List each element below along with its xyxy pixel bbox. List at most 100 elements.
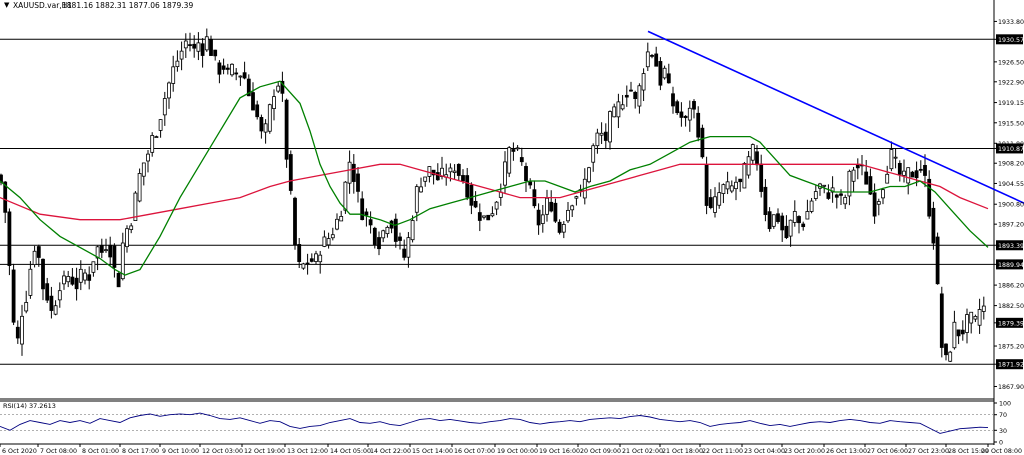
header-arrow-icon[interactable]: ▼ <box>4 1 10 9</box>
time-tick-label: 23 Oct 04:00 <box>744 448 785 455</box>
candle-body <box>650 54 654 57</box>
time-tick-label: 14 Oct 22:00 <box>370 448 411 455</box>
time-tick-label: 27 Oct 06:00 <box>867 448 908 455</box>
candle-body <box>11 269 16 323</box>
candle-body <box>125 228 129 248</box>
candle-body <box>662 67 667 79</box>
candle-body <box>948 351 953 362</box>
price-tick-label: 1897.20 <box>998 222 1024 229</box>
candle-body <box>28 268 33 296</box>
time-tick-label: 13 Oct 12:00 <box>287 448 328 455</box>
candle-body <box>574 196 579 199</box>
rsi-line <box>0 412 989 434</box>
candle-body <box>482 215 486 218</box>
candle-body <box>645 51 650 68</box>
candle-body <box>343 181 348 211</box>
candle-body <box>423 176 428 182</box>
candle-body <box>461 175 465 182</box>
time-tick-label: 6 Oct 2020 <box>2 448 37 455</box>
price-tick-label: 1893.39 <box>998 243 1024 250</box>
candle-body <box>83 272 87 281</box>
price-tick-label: 1926.50 <box>998 59 1024 66</box>
time-tick-label: 15 Oct 14:00 <box>412 448 453 455</box>
candle-body <box>183 40 188 49</box>
candle-body <box>66 276 71 283</box>
chart-header: ▼ XAUUSD.var,H1 1881.16 1882.31 1877.06 … <box>4 1 193 10</box>
candle-body <box>297 244 302 262</box>
rsi-tick-label: 30 <box>999 428 1007 435</box>
candle-body <box>813 191 818 199</box>
candle-body <box>788 219 793 237</box>
candle-body <box>872 192 877 217</box>
candle-body <box>108 244 113 258</box>
candle-body <box>616 101 621 118</box>
candle-body <box>721 184 726 194</box>
candle-body <box>624 94 629 98</box>
candle-body <box>944 343 948 356</box>
candle-body <box>305 262 310 265</box>
candle-body <box>826 192 831 199</box>
time-tick-label: 7 Oct 08:00 <box>40 448 77 455</box>
candle-body <box>3 181 8 213</box>
candle-body <box>473 200 478 208</box>
candle-body <box>91 261 96 273</box>
candle-body <box>301 263 306 269</box>
candle-body <box>780 215 785 231</box>
candle-body <box>419 186 423 193</box>
price-tick-label: 1889.94 <box>998 262 1024 269</box>
candle-body <box>696 112 701 138</box>
candle-body <box>32 250 37 265</box>
candle-body <box>414 186 419 213</box>
candle-body <box>876 201 881 205</box>
candle-body <box>24 302 29 312</box>
candle-body <box>15 326 20 339</box>
time-tick-label: 27 Oct 23:00 <box>908 448 949 455</box>
candle-body <box>45 283 50 301</box>
price-tick-label: 1908.20 <box>998 161 1024 168</box>
sma-fast-line <box>0 80 989 276</box>
time-tick-label: 23 Oct 20:00 <box>784 448 825 455</box>
candle-body <box>515 147 520 150</box>
time-tick-label: 9 Oct 10:00 <box>162 448 199 455</box>
candle-body <box>104 249 108 252</box>
rsi-tick-label: 100 <box>999 401 1011 408</box>
candle-body <box>658 61 663 86</box>
candle-body <box>742 163 747 189</box>
candle-body <box>469 184 474 206</box>
candle-body <box>620 104 625 110</box>
candle-body <box>725 181 730 190</box>
candle-body <box>973 316 978 320</box>
candle-body <box>965 314 969 333</box>
candle-body <box>137 173 142 202</box>
candle-body <box>435 172 440 181</box>
candle-body <box>360 198 365 221</box>
candle-body <box>133 192 138 221</box>
candle-body <box>263 123 268 133</box>
sma-slow-line <box>0 163 989 221</box>
candle-body <box>666 73 671 84</box>
candle-body <box>57 290 62 301</box>
candle-body <box>209 39 213 56</box>
horizontal-levels[interactable] <box>0 38 994 365</box>
candle-body <box>221 65 226 70</box>
trendline[interactable] <box>647 30 1024 204</box>
candle-body <box>225 67 230 70</box>
candle-body <box>784 225 789 239</box>
time-tick-label: 12 Oct 19:00 <box>244 448 285 455</box>
candle-body <box>641 73 646 91</box>
candle-body <box>259 117 264 132</box>
candle-body <box>120 242 125 280</box>
candle-body <box>490 213 495 217</box>
candle-body <box>868 176 873 195</box>
price-tick-label: 1867.90 <box>998 384 1024 391</box>
candle-body <box>738 178 743 183</box>
candle-body <box>99 245 104 253</box>
candle-body <box>834 194 839 198</box>
candle-body <box>561 224 566 233</box>
candle-body <box>381 230 386 239</box>
candle-body <box>116 272 121 288</box>
candle-body <box>675 101 680 114</box>
candle-body <box>267 104 272 132</box>
